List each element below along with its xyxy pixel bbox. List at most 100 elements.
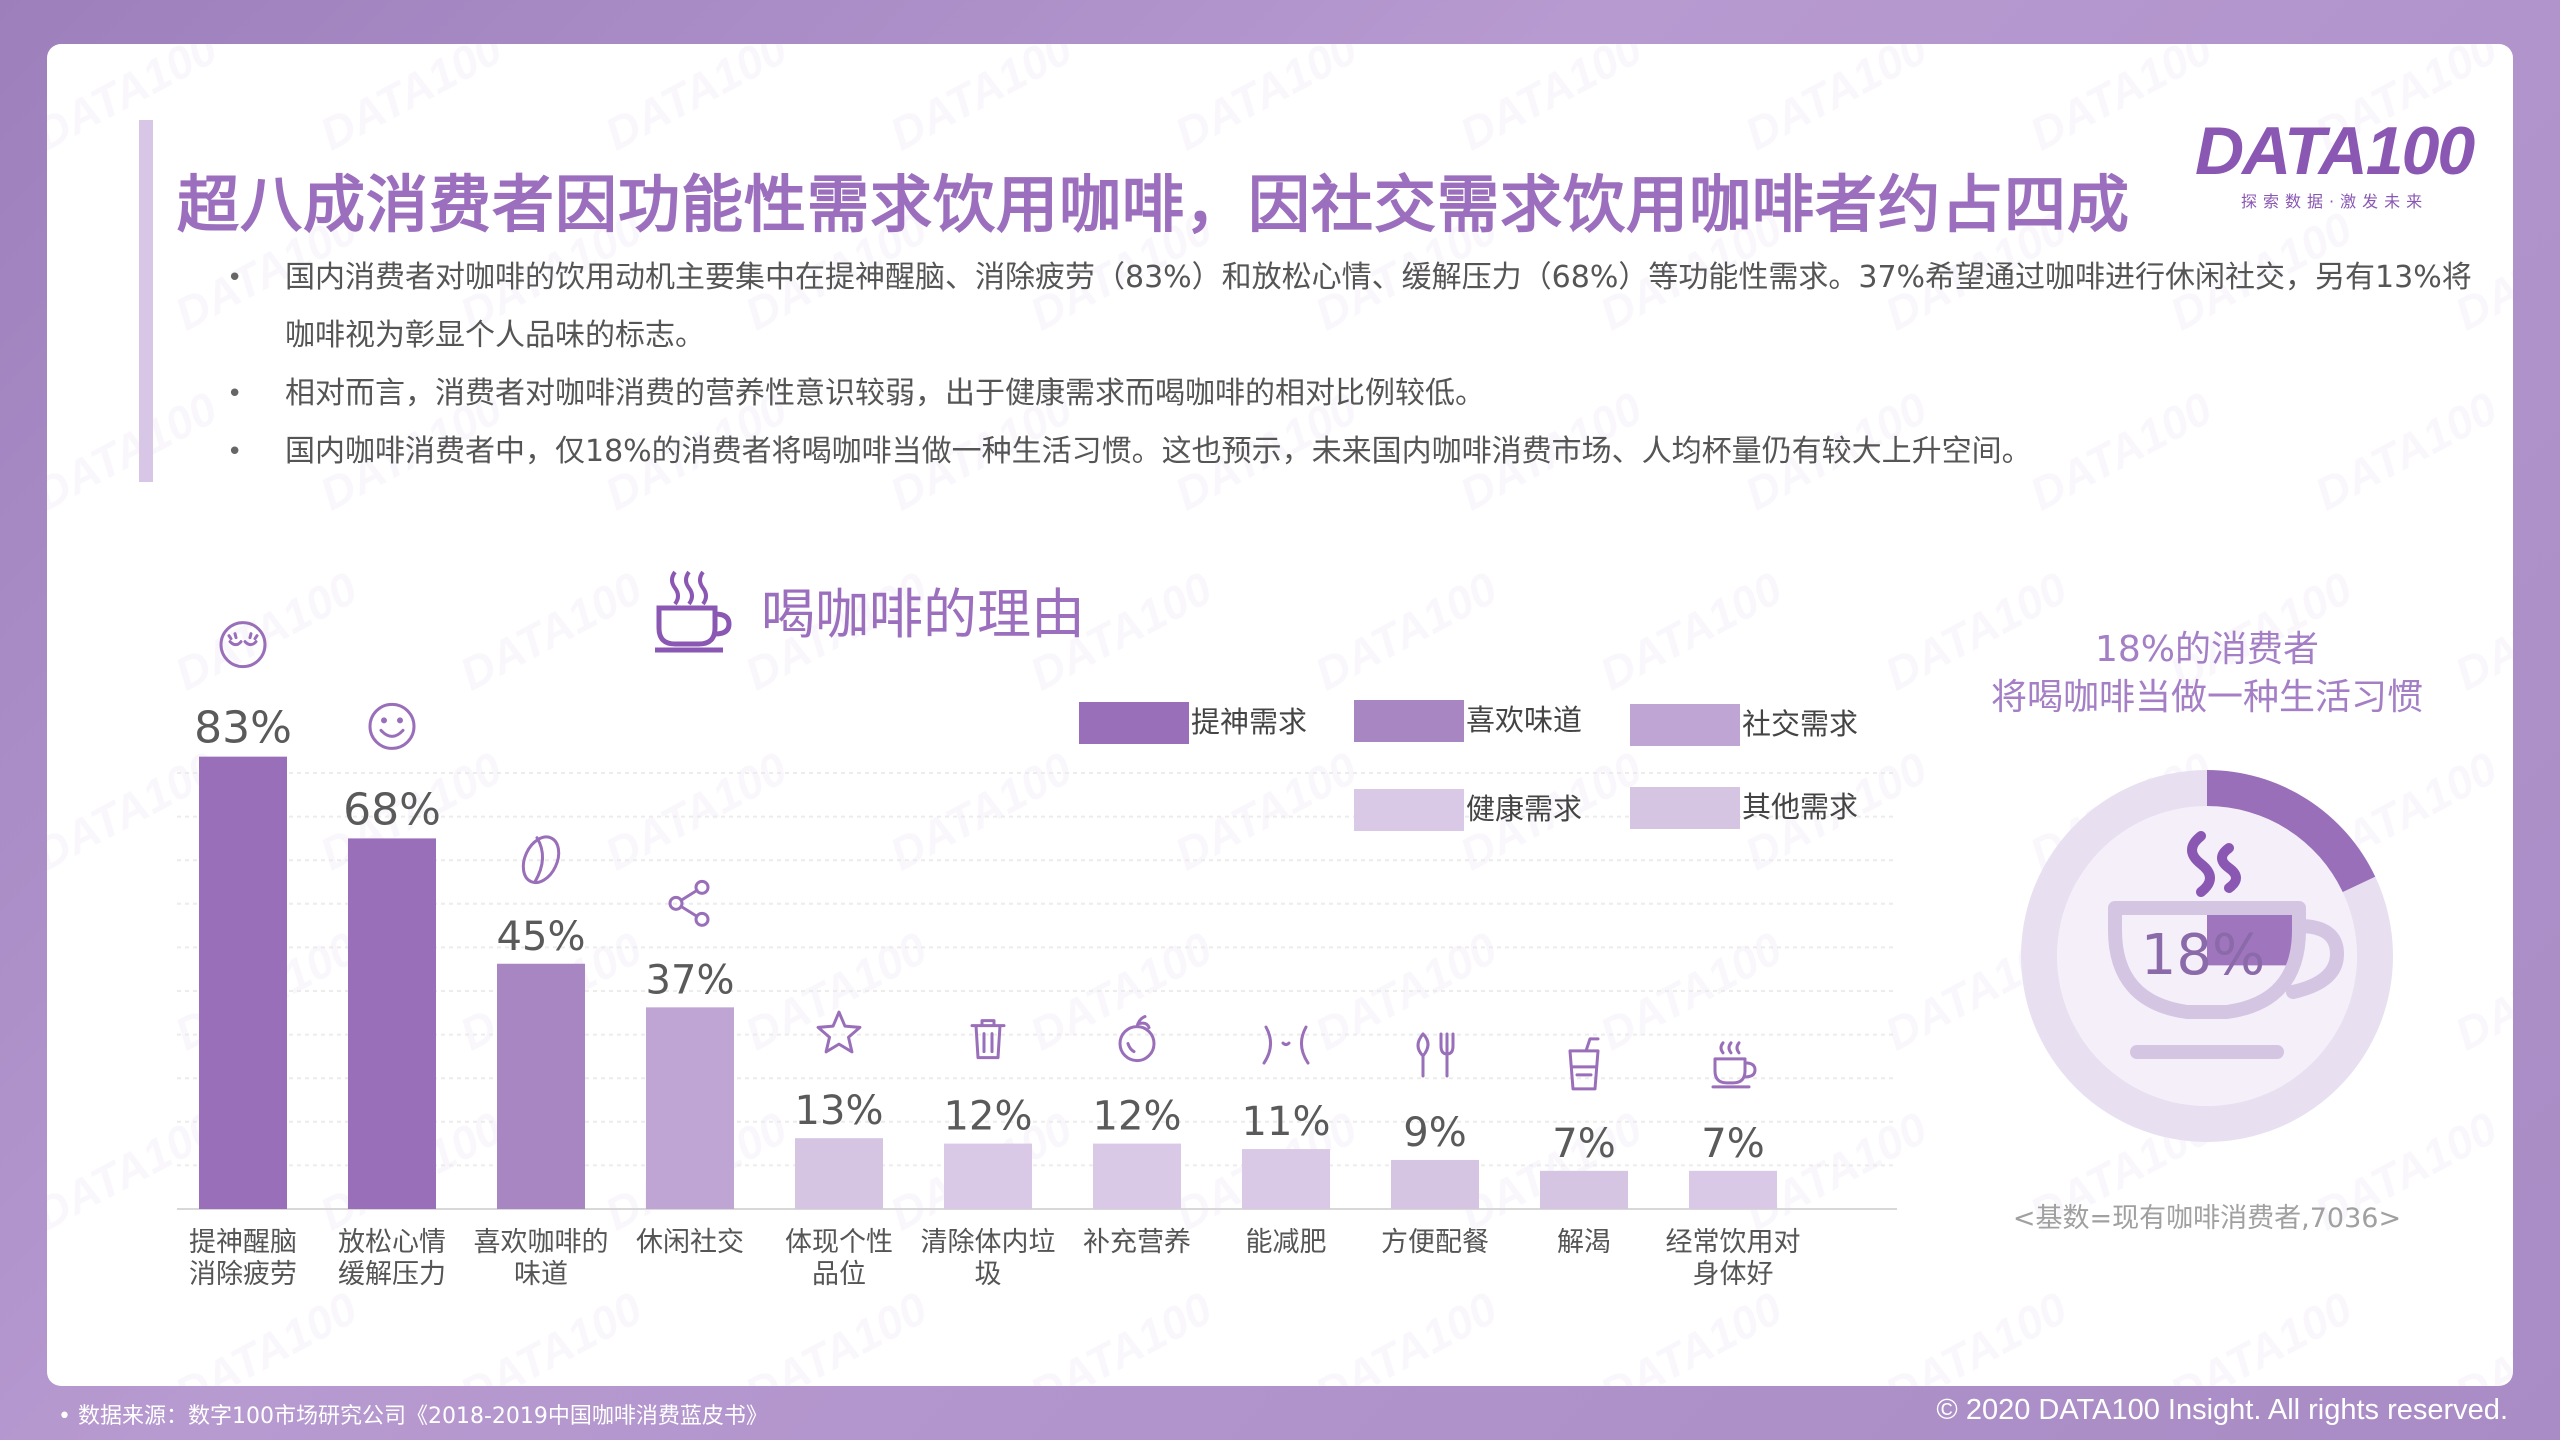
watermark-logo: DATA100 xyxy=(47,381,226,521)
star-icon xyxy=(816,1010,862,1054)
bar xyxy=(1093,1143,1181,1209)
cup-outline xyxy=(2108,901,2306,1019)
watermark-logo: DATA100 xyxy=(2161,1281,2361,1386)
x-tick-label: 解渴 xyxy=(1557,1227,1611,1258)
sleepy-face-icon xyxy=(219,621,267,669)
bar-value-label: 9% xyxy=(1403,1110,1466,1156)
ring-caption: 18%的消费者 将喝咖啡当做一种生活习惯 xyxy=(1927,626,2487,722)
ring-chart: 18% xyxy=(2021,770,2393,1142)
bar xyxy=(944,1143,1032,1209)
bar-value-label: 11% xyxy=(1242,1099,1331,1145)
bar-value-label: 13% xyxy=(795,1088,884,1134)
x-tick-label: 圾 xyxy=(975,1259,1002,1290)
watermark-logo: DATA100 xyxy=(1451,44,1651,161)
legend-label: 其他需求 xyxy=(1742,790,1858,824)
logo-tagline: 探索数据·激发未来 xyxy=(2241,192,2429,211)
bar-group: 7% 解渴 xyxy=(1540,1037,1628,1258)
bar-value-label: 45% xyxy=(497,914,586,960)
legend-swatch xyxy=(1630,787,1740,829)
watermark-logo: DATA100 xyxy=(2446,1281,2513,1386)
x-tick-label: 清除体内垃 xyxy=(921,1227,1056,1258)
bullet-item: 国内消费者对咖啡的饮用动机主要集中在提神醒脑、消除疲劳（83%）和放松心情、缓解… xyxy=(227,249,2497,365)
apple-icon xyxy=(1118,1015,1156,1063)
bar-value-label: 12% xyxy=(1093,1094,1182,1140)
legend-label: 社交需求 xyxy=(1742,707,1858,741)
x-tick-label: 补充营养 xyxy=(1083,1227,1191,1258)
x-tick-label: 品位 xyxy=(812,1259,866,1290)
copyright-text: © 2020 DATA100 Insight. All rights reser… xyxy=(1936,1394,2508,1426)
x-tick-label: 提神醒脑 xyxy=(189,1227,297,1258)
ring-caption-line: 18%的消费者 xyxy=(2094,629,2320,670)
watermark-logo: DATA100 xyxy=(311,44,511,161)
chart-heading: 喝咖啡的理由 xyxy=(653,564,1085,654)
bar xyxy=(1391,1159,1479,1209)
legend-item: 社交需求 xyxy=(1630,704,1858,746)
bar-group: 9% 方便配餐 xyxy=(1381,1032,1489,1258)
data-source-note: • 数据来源：数字100市场研究公司《2018-2019中国咖啡消费蓝皮书》 xyxy=(58,1404,768,1429)
coffee-cup-icon xyxy=(655,570,732,653)
watermark-logo: DATA100 xyxy=(2021,44,2221,161)
watermark-logo: DATA100 xyxy=(47,44,226,161)
utensils-icon xyxy=(1416,1032,1455,1078)
bar xyxy=(646,1007,734,1209)
x-tick-label: 味道 xyxy=(514,1259,568,1290)
bar xyxy=(795,1138,883,1209)
trash-icon xyxy=(970,1019,1006,1060)
legend-item: 其他需求 xyxy=(1630,787,1858,829)
slide-card: DATA100 DATA100 DATA100 DATA100 DATA100 DATA1… xyxy=(47,44,2513,1386)
x-tick-label: 休闲社交 xyxy=(636,1227,744,1258)
legend-item: 健康需求 xyxy=(1354,789,1582,831)
cup-fill xyxy=(2207,906,2297,966)
waist-icon xyxy=(1262,1025,1310,1065)
smile-face-icon xyxy=(368,702,416,750)
bar-value-label: 68% xyxy=(343,784,441,835)
bar xyxy=(199,756,287,1209)
bar-value-label: 37% xyxy=(646,957,735,1003)
bar xyxy=(348,838,436,1209)
bar-value-label: 83% xyxy=(194,703,292,754)
bar xyxy=(1689,1170,1777,1209)
ring-slice xyxy=(2207,770,2376,893)
legend-swatch xyxy=(1630,704,1740,746)
watermark-logo: DATA100 xyxy=(596,44,796,161)
summary-bullets: 国内消费者对咖啡的饮用动机主要集中在提神醒脑、消除疲劳（83%）和放松心情、缓解… xyxy=(227,249,2497,481)
bar xyxy=(1242,1149,1330,1209)
x-tick-label: 身体好 xyxy=(1693,1259,1774,1290)
legend-item: 喜欢味道 xyxy=(1354,700,1582,742)
bar-group: 12% 补充营养 xyxy=(1083,1015,1191,1258)
legend-swatch xyxy=(1354,700,1464,742)
x-tick-label: 能减肥 xyxy=(1246,1227,1327,1258)
cup-handle xyxy=(2286,919,2345,999)
legend-label: 健康需求 xyxy=(1466,792,1582,826)
bar-group: 11% 能减肥 xyxy=(1242,1025,1331,1258)
ring-center-label: 18% xyxy=(2141,923,2265,988)
logo-text: DATA100 xyxy=(2195,113,2475,189)
legend-item: 提神需求 xyxy=(1079,702,1307,744)
bar-value-label: 12% xyxy=(944,1094,1033,1140)
x-tick-label: 方便配餐 xyxy=(1381,1227,1489,1258)
bar-value-label: 7% xyxy=(1552,1121,1615,1167)
watermark-logo: DATA100 xyxy=(1166,44,1366,161)
bar xyxy=(497,963,585,1209)
watermark-logo: DATA100 xyxy=(881,44,1081,161)
bar-value-label: 7% xyxy=(1701,1121,1764,1167)
drink-cup-icon xyxy=(1568,1037,1600,1091)
legend-label: 喜欢味道 xyxy=(1466,703,1582,737)
brand-logo: DATA100 探索数据·激发未来 xyxy=(2195,113,2513,211)
x-tick-label: 缓解压力 xyxy=(338,1259,446,1290)
ring-caption-line: 将喝咖啡当做一种生活习惯 xyxy=(1990,677,2423,718)
coffee-bean-icon xyxy=(521,835,561,885)
coffee-cup-icon xyxy=(1711,1041,1757,1089)
bar xyxy=(1540,1170,1628,1209)
x-tick-label: 体现个性 xyxy=(785,1227,893,1258)
bullet-item: 相对而言，消费者对咖啡消费的营养性意识较弱，出于健康需求而喝咖啡的相对比例较低。 xyxy=(227,365,2497,423)
steam-lines xyxy=(2187,831,2241,897)
x-tick-label: 喜欢咖啡的 xyxy=(474,1227,609,1258)
page-title: 超八成消费者因功能性需求饮用咖啡，因社交需求饮用咖啡者约占四成 xyxy=(177,168,2131,241)
watermark-logo: DATA100 xyxy=(1736,44,1936,161)
